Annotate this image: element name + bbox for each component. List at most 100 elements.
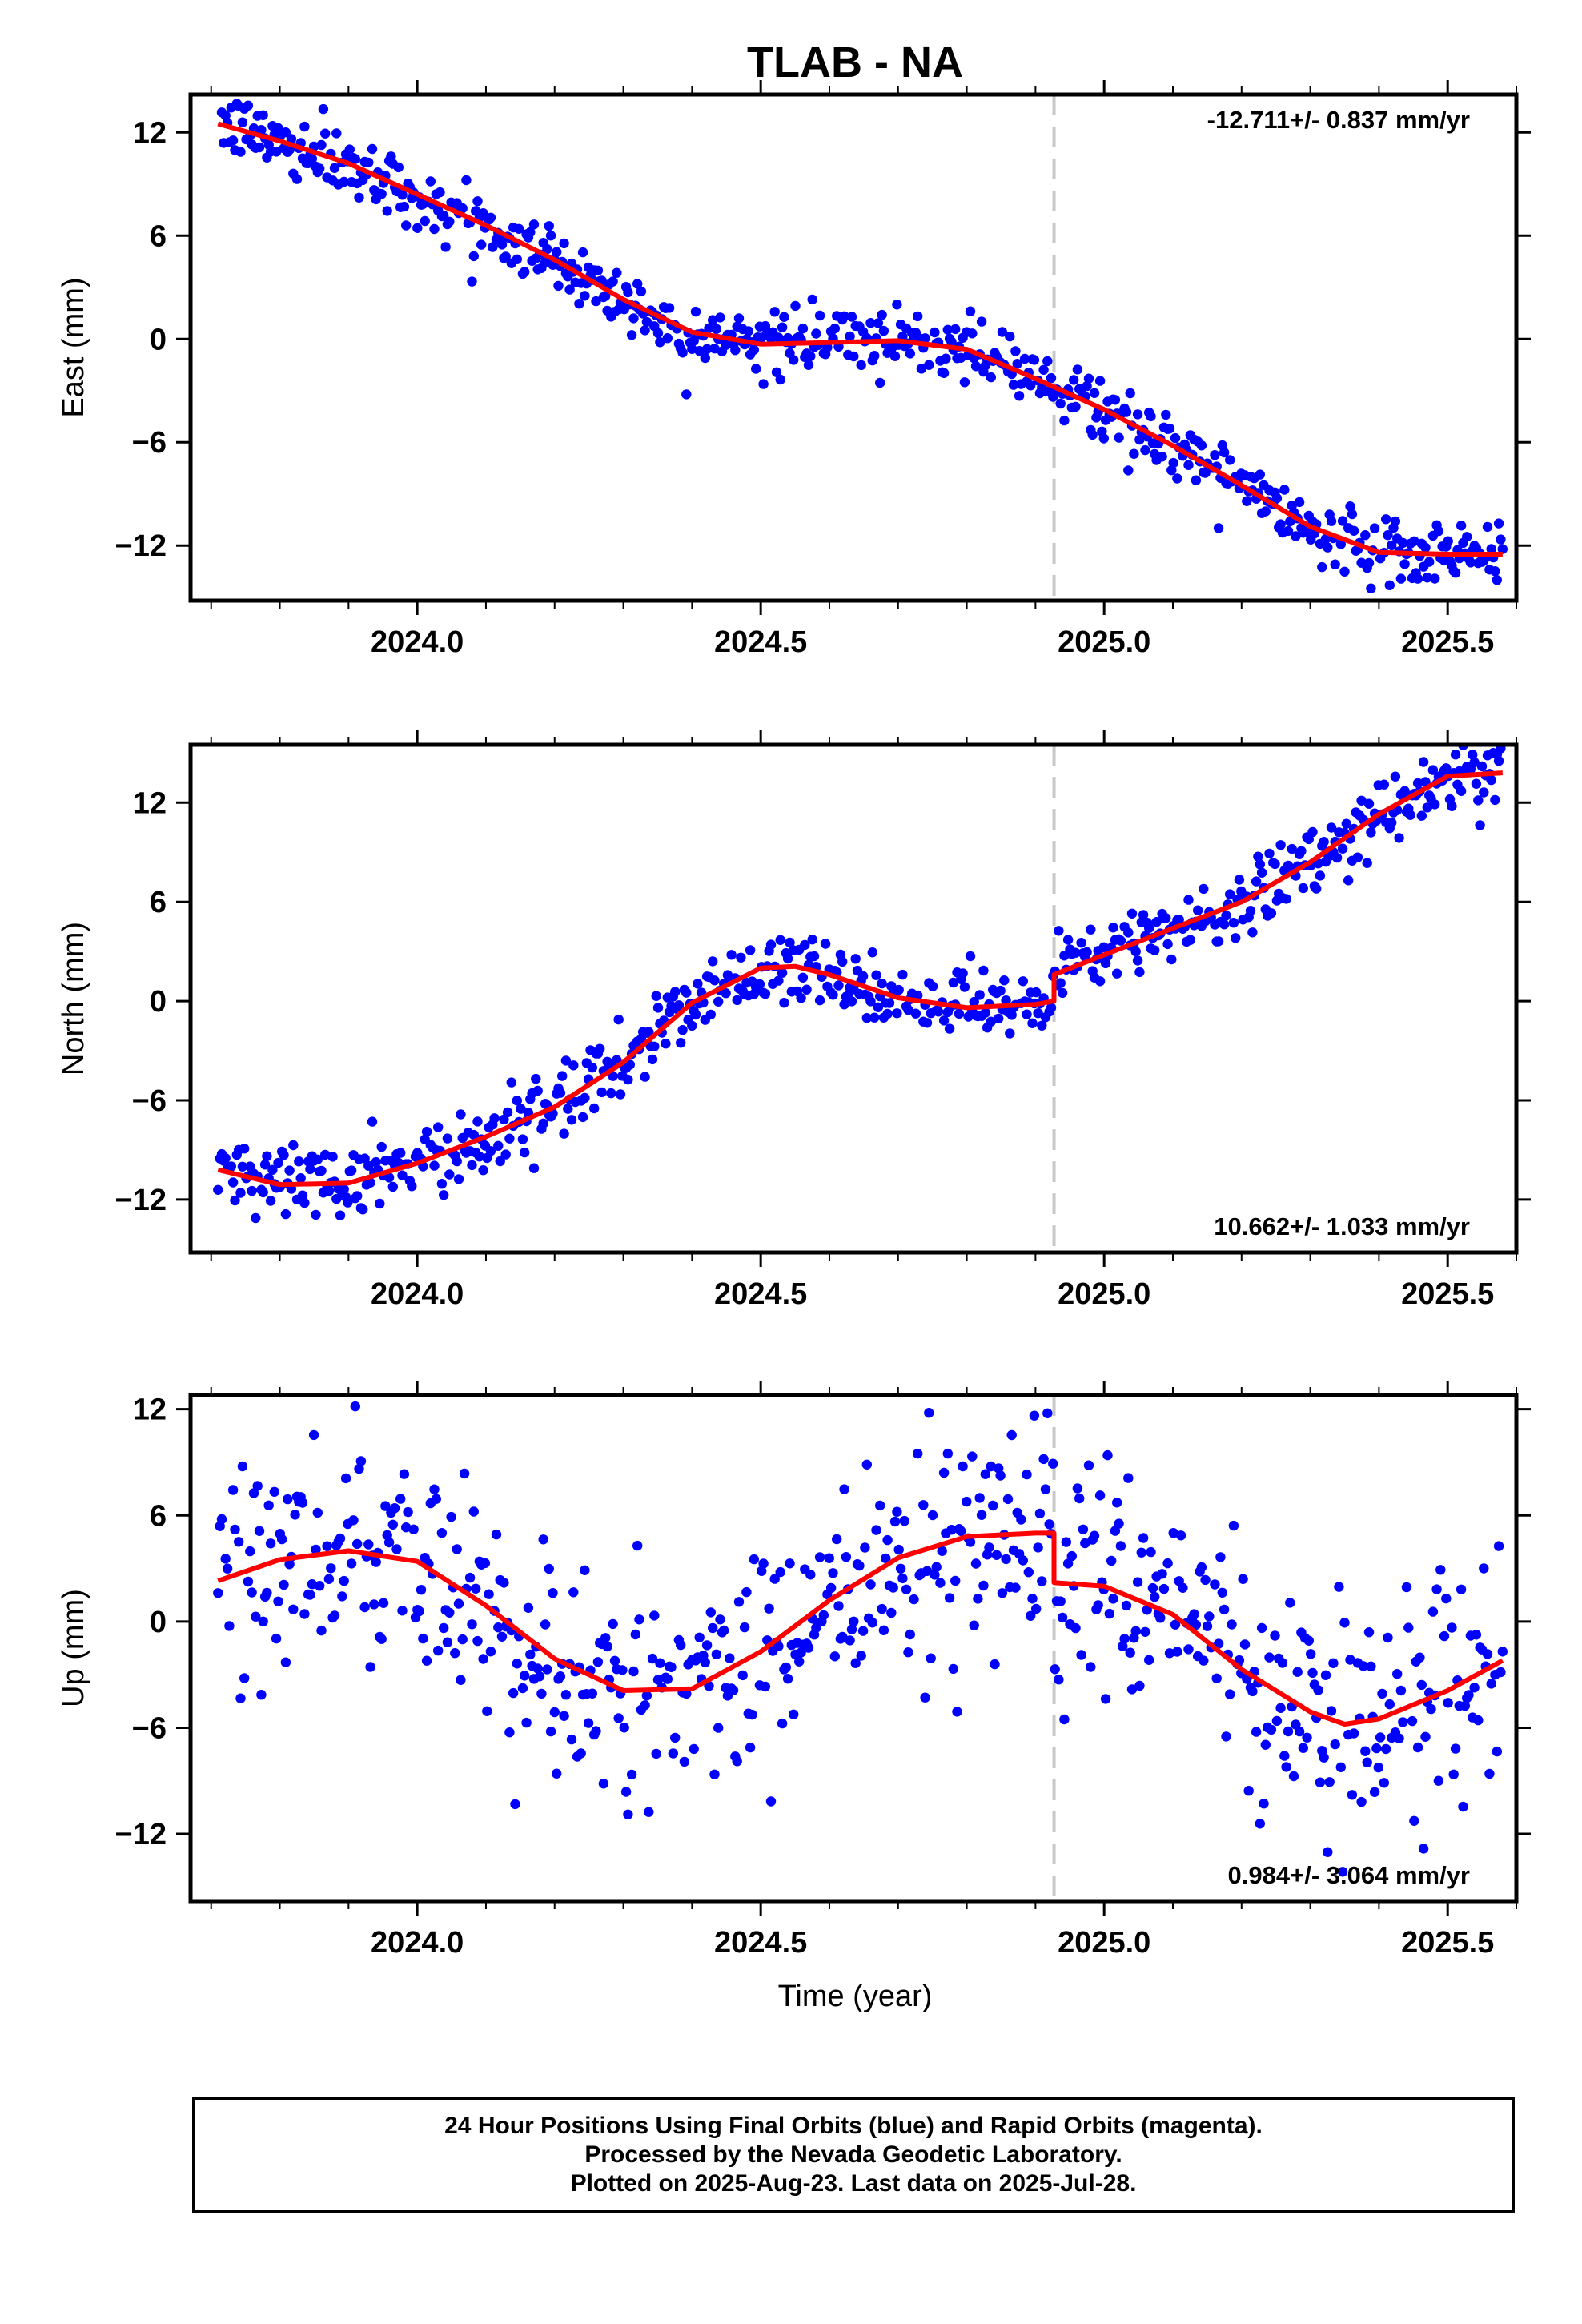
data-point [984, 1542, 994, 1553]
data-point [824, 1553, 835, 1563]
data-point [652, 1003, 664, 1013]
data-point [1014, 391, 1025, 401]
data-point [1213, 936, 1224, 947]
data-point [849, 351, 859, 362]
data-point [1347, 509, 1358, 520]
data-point [523, 1602, 534, 1614]
x-tick-label: 2025.0 [1058, 1926, 1150, 1960]
data-point [921, 1566, 933, 1577]
data-point [318, 103, 329, 115]
data-point [980, 1007, 991, 1018]
data-point [805, 351, 816, 361]
data-point [429, 1484, 440, 1494]
data-point [1006, 1010, 1017, 1020]
data-point [265, 1538, 276, 1549]
data-point [990, 1659, 1000, 1670]
data-point [649, 1041, 660, 1052]
data-point [933, 1007, 944, 1017]
data-point [1080, 1538, 1090, 1549]
data-point [882, 1008, 893, 1019]
data-point [1094, 976, 1106, 987]
data-point [1031, 1603, 1042, 1614]
data-point [425, 176, 436, 187]
data-point [520, 267, 530, 277]
data-point [1238, 1574, 1248, 1584]
data-point [733, 313, 745, 324]
data-point [577, 1112, 588, 1123]
data-point [1083, 373, 1094, 384]
data-point [1119, 1634, 1130, 1644]
data-point [846, 996, 857, 1007]
data-point [504, 1133, 515, 1144]
data-point [399, 201, 410, 212]
data-point [1281, 894, 1291, 904]
data-point [1412, 1742, 1423, 1753]
data-point [1484, 1768, 1495, 1779]
y-tick-label: 6 [150, 219, 167, 253]
data-point [628, 1666, 639, 1677]
data-point [1298, 883, 1309, 894]
data-point [1033, 1542, 1043, 1553]
data-point [1266, 908, 1277, 919]
data-point [288, 1604, 299, 1615]
data-point [326, 1563, 336, 1574]
data-point [773, 332, 784, 343]
data-point [973, 1594, 983, 1604]
data-point [352, 1191, 363, 1201]
data-point [1450, 750, 1461, 760]
data-point [1285, 1598, 1295, 1608]
data-point [1129, 448, 1139, 459]
data-point [230, 1524, 240, 1535]
data-point [829, 323, 841, 334]
data-point [732, 1756, 742, 1767]
data-point [1164, 1648, 1175, 1659]
data-point [1134, 967, 1145, 978]
data-point [647, 1054, 658, 1065]
data-point [227, 135, 239, 146]
data-point [277, 1534, 287, 1545]
data-point [833, 1601, 844, 1611]
data-point [832, 1534, 842, 1545]
data-point [563, 1104, 573, 1114]
data-point [994, 1013, 1004, 1024]
data-point [777, 1718, 788, 1729]
data-point [262, 1587, 272, 1598]
data-point [346, 1558, 357, 1569]
data-point [1399, 786, 1410, 796]
data-point [504, 1727, 515, 1738]
data-point [1196, 1562, 1207, 1573]
data-point [1055, 398, 1066, 409]
data-point [711, 1649, 721, 1659]
data-point [354, 1463, 364, 1474]
data-point [291, 174, 303, 184]
data-point [538, 1118, 548, 1129]
data-point [758, 1558, 769, 1569]
data-point [1034, 1508, 1046, 1519]
data-point [514, 223, 524, 234]
data-point [340, 1473, 351, 1484]
data-point [376, 1141, 387, 1152]
data-point [1456, 521, 1467, 531]
data-point [765, 1796, 777, 1807]
data-point [512, 1659, 522, 1669]
data-point [1422, 802, 1433, 813]
data-point [1046, 372, 1057, 384]
data-point [358, 1204, 368, 1215]
data-point [538, 1534, 548, 1545]
data-point [1405, 810, 1415, 820]
data-point [846, 1624, 857, 1634]
data-point [1168, 1528, 1178, 1538]
data-point [245, 1546, 255, 1557]
data-point [279, 1150, 289, 1160]
data-point [299, 1197, 310, 1208]
panel-up: 2024.0 2024.5 2025.0 2025.5 −12 −6 0 6 12 Up (mm)… [57, 1381, 1531, 1960]
y-axis-label: East (mm) [57, 277, 90, 417]
data-point [1475, 820, 1485, 830]
data-point [536, 1688, 547, 1699]
data-point [365, 1177, 375, 1188]
data-point [1189, 1609, 1199, 1619]
data-point [1016, 1514, 1026, 1525]
data-point [1441, 1593, 1452, 1604]
data-point [467, 276, 477, 287]
data-point [363, 1160, 374, 1171]
